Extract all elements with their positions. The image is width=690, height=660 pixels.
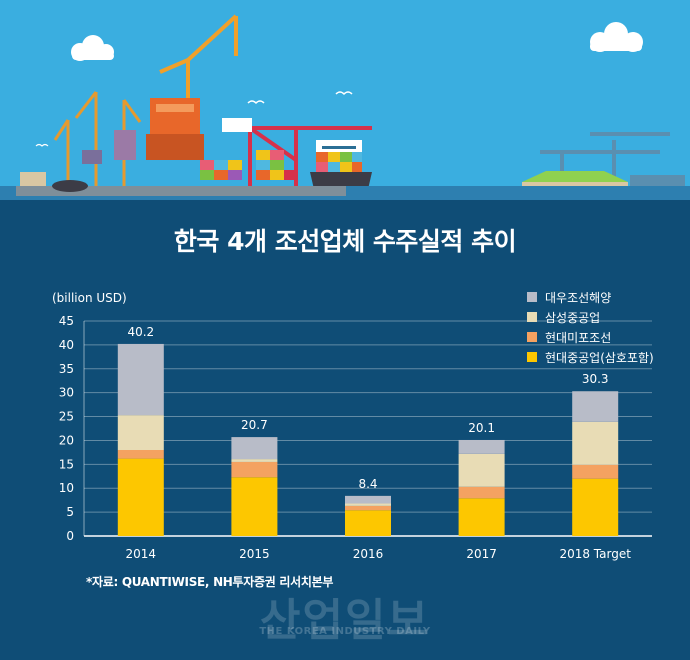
x-tick-label: 2016 (353, 547, 384, 561)
y-tick-label: 30 (59, 386, 74, 400)
harbor-illustration (0, 0, 690, 200)
y-tick-label: 20 (59, 433, 74, 447)
source-note: *자료: QUANTIWISE, NH투자증권 리서치본부 (86, 575, 334, 589)
bar-segment (572, 464, 619, 479)
bar-segment (117, 343, 164, 416)
x-tick-label: 2014 (126, 547, 157, 561)
bar-segment (458, 439, 505, 454)
y-tick-label: 0 (66, 529, 74, 543)
legend-item-daewoo: 대우조선해양 (527, 287, 654, 307)
bar-segment (231, 437, 278, 460)
legend-item-mipo: 현대미포조선 (527, 327, 654, 347)
bar-total-label: 30.3 (582, 372, 609, 386)
bird-icon (335, 91, 353, 96)
legend-swatch (527, 292, 537, 302)
x-tick-label: 2018 Target (559, 547, 631, 561)
cloud-icon (590, 22, 643, 52)
legend-label: 삼성중공업 (545, 310, 601, 325)
y-tick-label: 35 (59, 362, 74, 376)
legend-label: 현대중공업(삼호포함) (545, 350, 654, 365)
y-tick-label: 45 (59, 314, 74, 328)
cloud-icon (71, 35, 114, 61)
bar-segment (458, 486, 505, 499)
bar-segment (572, 478, 619, 536)
bar-segment (458, 453, 505, 487)
bird-icon (35, 143, 49, 147)
legend-swatch (527, 352, 537, 362)
bar-segment (572, 421, 619, 465)
y-tick-label: 40 (59, 338, 74, 352)
legend-item-samsung: 삼성중공업 (527, 307, 654, 327)
bar-segment (345, 510, 391, 536)
legend-label: 대우조선해양 (545, 290, 612, 305)
bar-segment (117, 450, 164, 459)
bar-total-label: 20.7 (241, 418, 268, 432)
bar-total-label: 8.4 (358, 477, 377, 491)
y-tick-label: 10 (59, 481, 74, 495)
x-tick-label: 2015 (239, 547, 270, 561)
bar-segment (345, 495, 391, 504)
bar-segment (572, 391, 619, 422)
y-tick-label: 25 (59, 410, 74, 424)
chart-title: 한국 4개 조선업체 수주실적 추이 (173, 227, 517, 256)
y-tick-label: 5 (66, 505, 74, 519)
bar-segment (117, 458, 164, 536)
bar-segment (117, 415, 164, 450)
watermark-logo: 산업일보 (260, 595, 430, 646)
legend-swatch (527, 332, 537, 342)
bar-segment (231, 477, 278, 536)
legend-swatch (527, 312, 537, 322)
y-axis-label: (billion USD) (52, 291, 127, 305)
x-tick-label: 2017 (466, 547, 497, 561)
bar-segment (231, 459, 278, 462)
bar-total-label: 40.2 (127, 325, 154, 339)
watermark-subtitle: THE KOREA INDUSTRY DAILY (259, 626, 431, 637)
bar-segment (458, 498, 505, 536)
bar-total-label: 20.1 (468, 421, 495, 435)
bird-icon (247, 100, 265, 105)
legend-item-hyundai: 현대중공업(삼호포함) (527, 347, 654, 367)
bar-segment (231, 461, 278, 478)
chart-legend: 대우조선해양 삼성중공업 현대미포조선 현대중공업(삼호포함) (527, 287, 654, 367)
bar-segment (345, 503, 391, 506)
legend-label: 현대미포조선 (545, 330, 612, 345)
bar-segment (345, 505, 391, 511)
y-tick-label: 15 (59, 457, 74, 471)
